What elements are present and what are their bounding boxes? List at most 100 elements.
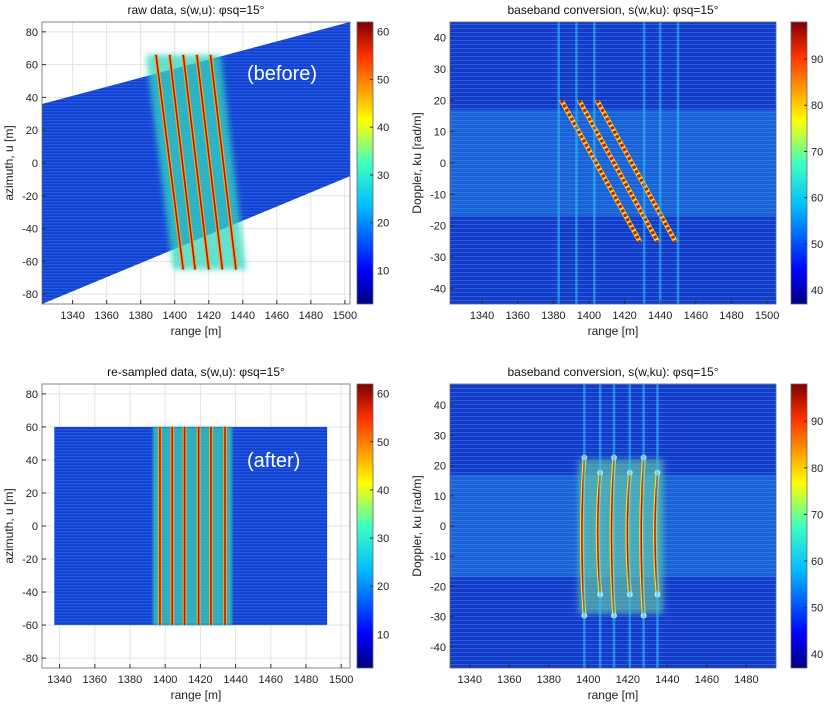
y-tick-label: -40 (430, 642, 446, 654)
x-tick-label: 1440 (648, 310, 672, 322)
y-axis-label: azimuth, u [m] (2, 125, 16, 200)
chart-title: re-sampled data, s(w,u): φsq=15° (107, 365, 285, 379)
target-line (155, 54, 185, 270)
colorbar-tick-label: 70 (811, 509, 823, 521)
x-tick-label: 1480 (294, 674, 318, 686)
plot-area (450, 384, 776, 668)
spectral-band-core (559, 99, 642, 243)
chart-title: baseband conversion, s(w,ku): φsq=15° (507, 365, 718, 379)
y-tick-label: -30 (430, 612, 446, 624)
y-tick-label: 60 (26, 422, 38, 434)
colorbar-tick-label: 60 (811, 193, 823, 205)
x-axis-label: range [m] (588, 688, 639, 702)
colorbar-tick-label: 60 (811, 556, 823, 568)
x-tick-label: 1380 (118, 674, 142, 686)
x-tick-label: 1440 (655, 674, 679, 686)
colorbar-tick-label: 50 (377, 74, 389, 86)
y-tick-label: 30 (434, 64, 446, 76)
y-tick-label: 40 (434, 33, 446, 45)
y-tick-label: -40 (22, 224, 38, 236)
colorbar-gradient (790, 21, 808, 305)
y-tick-label: -60 (22, 620, 38, 632)
colorbar: 60 50 40 30 20 10 (356, 383, 389, 669)
colorbar-tick-label: 80 (811, 100, 823, 112)
x-tick-label: 1480 (299, 310, 323, 322)
x-tick-label: 1500 (755, 310, 779, 322)
x-tick-label: 1500 (333, 310, 357, 322)
panel-1: 1340 1360 1380 1400 1420 1440 1460 1480 1500 80 60… (2, 3, 389, 338)
plot-area (42, 22, 350, 304)
y-tick-label: -30 (430, 252, 446, 264)
y-tick-label: -40 (22, 587, 38, 599)
colorbar-tick-label: 70 (811, 146, 823, 158)
colorbar-tick-label: 30 (377, 170, 389, 182)
x-tick-label: 1480 (734, 674, 758, 686)
y-tick-label: -20 (22, 554, 38, 566)
colorbar-tick-label: 20 (377, 218, 389, 230)
plot-area (42, 384, 350, 668)
target-line (182, 54, 210, 270)
x-tick-label: 1440 (223, 674, 247, 686)
target-line (196, 54, 224, 270)
plot-area (450, 22, 776, 304)
y-tick-label: -10 (430, 189, 446, 201)
colorbar-tick-label: 10 (377, 266, 389, 278)
colorbar: 90 80 70 60 50 40 (790, 21, 823, 305)
y-tick-label: 20 (26, 488, 38, 500)
annotation-label: (before) (247, 63, 317, 85)
spectral-glow (578, 459, 664, 614)
colorbar-tick-label: 60 (377, 27, 389, 39)
target-line (209, 54, 237, 270)
y-tick-label: -60 (22, 256, 38, 268)
x-tick-label: 1360 (497, 674, 521, 686)
x-tick-label: 1360 (505, 310, 529, 322)
colorbar-tick-label: 40 (811, 649, 823, 661)
y-tick-label: 0 (32, 158, 38, 170)
x-tick-label: 1440 (231, 310, 255, 322)
y-tick-label: 80 (26, 389, 38, 401)
spectral-band-core (577, 99, 660, 243)
y-tick-label: 20 (26, 125, 38, 137)
colorbar: 90 80 70 60 50 40 (790, 383, 823, 669)
x-tick-label: 1380 (541, 310, 565, 322)
y-tick-label: -20 (430, 221, 446, 233)
x-tick-label: 1360 (94, 310, 118, 322)
y-tick-label: 40 (434, 400, 446, 412)
colorbar-tick-label: 50 (811, 602, 823, 614)
y-tick-label: 40 (26, 92, 38, 104)
x-tick-label: 1380 (128, 310, 152, 322)
x-axis-label: range [m] (171, 324, 222, 338)
y-tick-label: 20 (434, 461, 446, 473)
x-tick-label: 1460 (695, 674, 719, 686)
y-tick-label: -20 (22, 191, 38, 203)
x-tick-label: 1400 (162, 310, 186, 322)
y-tick-label: -20 (430, 581, 446, 593)
y-tick-label: 20 (434, 95, 446, 107)
colorbar-gradient (356, 383, 374, 669)
y-tick-label: 10 (434, 491, 446, 503)
x-tick-label: 1340 (47, 674, 71, 686)
x-tick-label: 1420 (197, 310, 221, 322)
x-tick-label: 1400 (153, 674, 177, 686)
colorbar-tick-label: 40 (377, 122, 389, 134)
x-tick-label: 1380 (537, 674, 561, 686)
y-axis-label: Doppler, ku [rad/m] (410, 475, 424, 576)
x-axis-label: range [m] (171, 688, 222, 702)
target-line (168, 54, 196, 270)
colorbar-tick-label: 40 (811, 285, 823, 297)
colorbar-gradient (356, 21, 374, 305)
x-tick-label: 1360 (83, 674, 107, 686)
colorbar-tick-label: 50 (377, 437, 389, 449)
y-tick-label: 0 (440, 521, 446, 533)
colorbar-tick-label: 60 (377, 389, 389, 401)
x-tick-label: 1420 (612, 310, 636, 322)
x-tick-label: 1480 (719, 310, 743, 322)
chart-title: raw data, s(w,u): φsq=15° (128, 3, 265, 17)
x-tick-label: 1460 (265, 310, 289, 322)
colorbar-tick-label: 20 (377, 581, 389, 593)
x-tick-label: 1420 (616, 674, 640, 686)
x-tick-label: 1500 (329, 674, 353, 686)
colorbar-tick-label: 10 (377, 629, 389, 641)
panel-2: 1340 1360 1380 1400 1420 1440 1460 1480 1500 40 30… (410, 3, 823, 338)
colorbar-tick-label: 30 (377, 533, 389, 545)
